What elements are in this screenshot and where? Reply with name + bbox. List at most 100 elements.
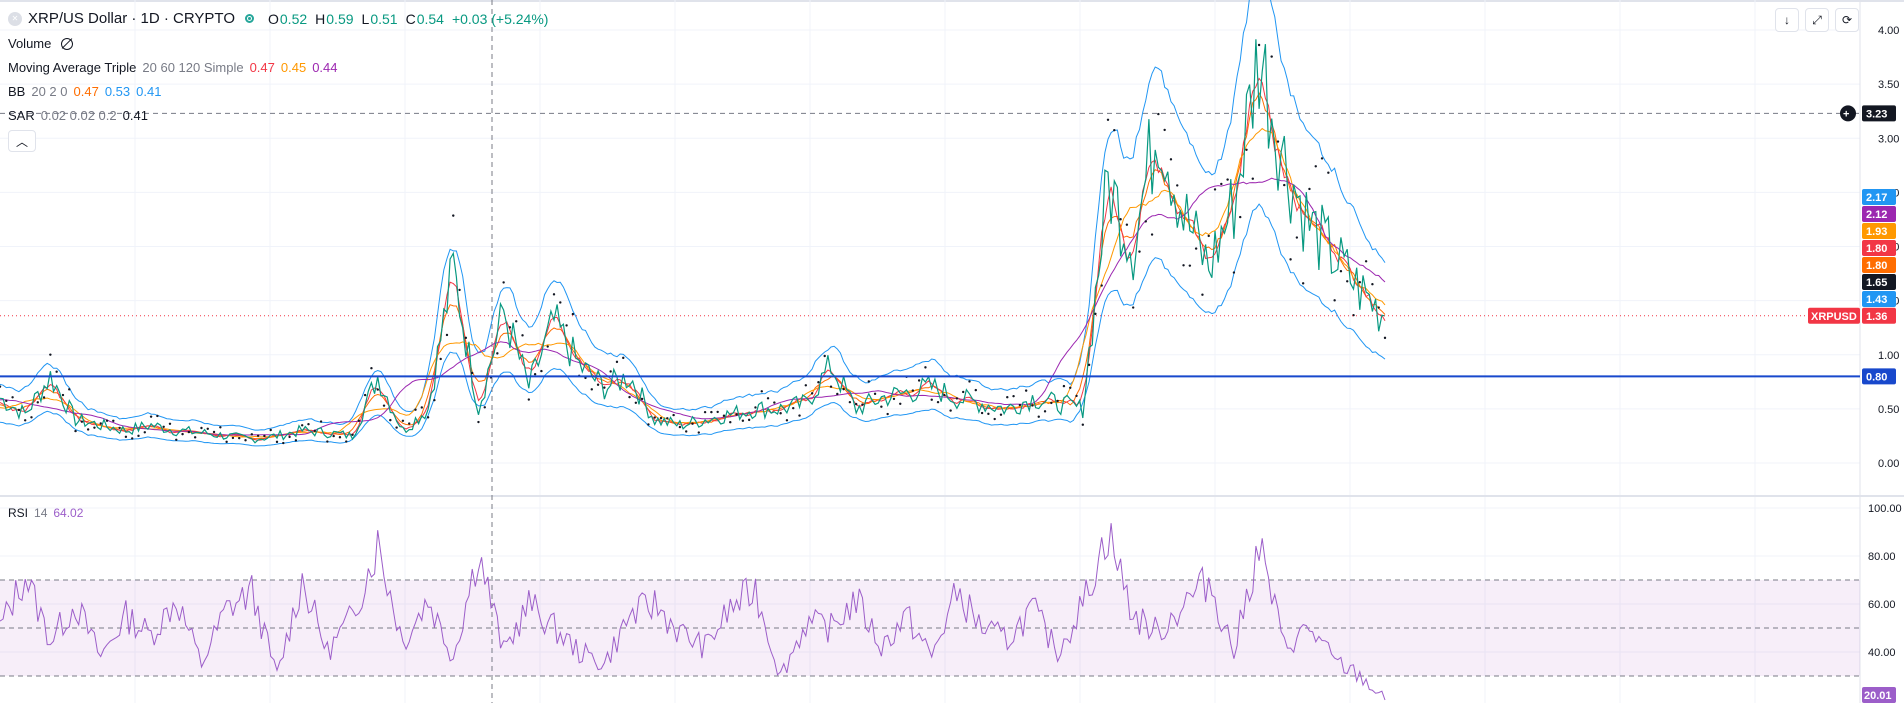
sar-dot [609,370,612,373]
sar-dot [1245,148,1248,152]
sar-dot [408,422,411,425]
sar-dot [559,301,562,304]
sar-dot [533,373,537,376]
sar-dot [99,422,102,425]
sar-dot [754,406,757,409]
sar-dot [1075,394,1078,398]
sar-dot [571,312,575,316]
sar-dot [1176,184,1179,187]
refresh-button[interactable]: ⟳ [1835,8,1859,32]
sar-dot [1257,43,1261,47]
sar-dot [987,412,990,416]
plus-icon: + [1843,108,1849,120]
sar-dot [603,386,606,389]
sar-dot [930,398,933,401]
sar-dot [452,214,455,217]
sar-dot [546,345,549,348]
price-tag-label: 1.80 [1866,260,1887,272]
sar-dot [23,419,27,422]
sar-dot [678,425,682,429]
sar-dot [1194,247,1198,250]
sar-dot [49,353,52,356]
volume-label: Volume [8,36,52,51]
sar-dot [735,413,738,416]
price-tag [1862,307,1896,324]
sar-dot [175,438,178,441]
sar-dot [1169,158,1173,161]
sar-dot [653,416,656,419]
sar-dot [389,418,392,422]
sar-dot [162,425,165,428]
sar-dot [1289,258,1292,261]
bb-value-2: 0.53 [104,84,131,99]
sar-dot [1113,128,1116,132]
price-tag [1862,274,1896,290]
sar-dot [156,414,159,418]
price-tag [1862,189,1896,205]
sar-dot [231,436,235,440]
download-button[interactable]: ↓ [1775,8,1799,32]
sar-dot [345,440,348,443]
indicator-volume[interactable]: Volume [8,36,74,51]
ma-label: Moving Average Triple [8,60,137,75]
add-alert-icon [1840,105,1856,122]
symbol-title[interactable]: XRP/US Dollar · 1D · CRYPTO [28,10,235,27]
sar-dot [420,406,423,409]
sar-dot [974,388,977,392]
sar-dot [80,420,84,423]
sar-dot [256,434,260,437]
sar-dot [722,414,726,417]
indicator-bb[interactable]: BB 20 2 0 0.47 0.53 0.41 [8,84,167,99]
sar-dot [836,392,839,396]
sar-dot [1213,188,1217,191]
sar-params: 0.02 0.02 0.2 [40,108,117,123]
sar-dot [376,388,379,391]
sar-dot [1056,399,1059,403]
price-tag [1862,291,1896,307]
sar-dot [886,412,889,416]
price-tag-label: 1.43 [1866,294,1887,306]
sar-dot [351,433,354,436]
price-axis-label: 3.50 [1878,79,1899,91]
sar-dot [382,404,386,407]
sar-dot [1018,403,1022,407]
sar-dot [470,371,474,375]
sar-dot [1050,401,1053,405]
sar-dot [502,281,505,284]
sar-dot [11,396,14,399]
collapse-legend-button[interactable]: ︿ [8,130,36,152]
rsi-legend[interactable]: RSI 14 64.02 [8,506,89,520]
sar-dot [1295,236,1299,239]
sar-dot [238,436,241,440]
indicator-sar[interactable]: SAR 0.02 0.02 0.2 0.41 [8,108,154,123]
sar-dot [1012,394,1015,398]
ma-20-line [0,77,1386,441]
price-tag [1862,240,1896,256]
sar-dot [464,336,468,340]
sar-dot [590,388,593,391]
indicator-ma-triple[interactable]: Moving Average Triple 20 60 120 Simple 0… [8,60,344,75]
sar-dot [785,419,789,422]
sar-dot [5,399,8,403]
symbol-row: ✕ XRP/US Dollar · 1D · CRYPTO O 0.52 H 0.5… [8,10,556,27]
fullscreen-button[interactable]: ⤢ [1805,8,1829,32]
sar-dot [924,366,927,369]
sar-dot [766,397,770,400]
sar-label: SAR [8,108,35,123]
sar-dot [118,426,121,430]
ma-params: 20 60 120 Simple [142,60,244,75]
sar-dot [521,334,524,337]
sar-dot [1207,234,1210,238]
sar-dot [1087,363,1091,367]
sar-dot [206,427,209,430]
sar-dot [307,422,310,426]
sar-dot [1226,178,1229,181]
price-tag-label: 2.12 [1866,209,1887,221]
sar-dot [1119,218,1122,221]
sar-dot [1327,171,1330,174]
sar-dot [552,293,556,296]
bb-label: BB [8,84,26,99]
hidden-eye-icon[interactable] [61,37,74,50]
sar-dot [917,379,921,382]
